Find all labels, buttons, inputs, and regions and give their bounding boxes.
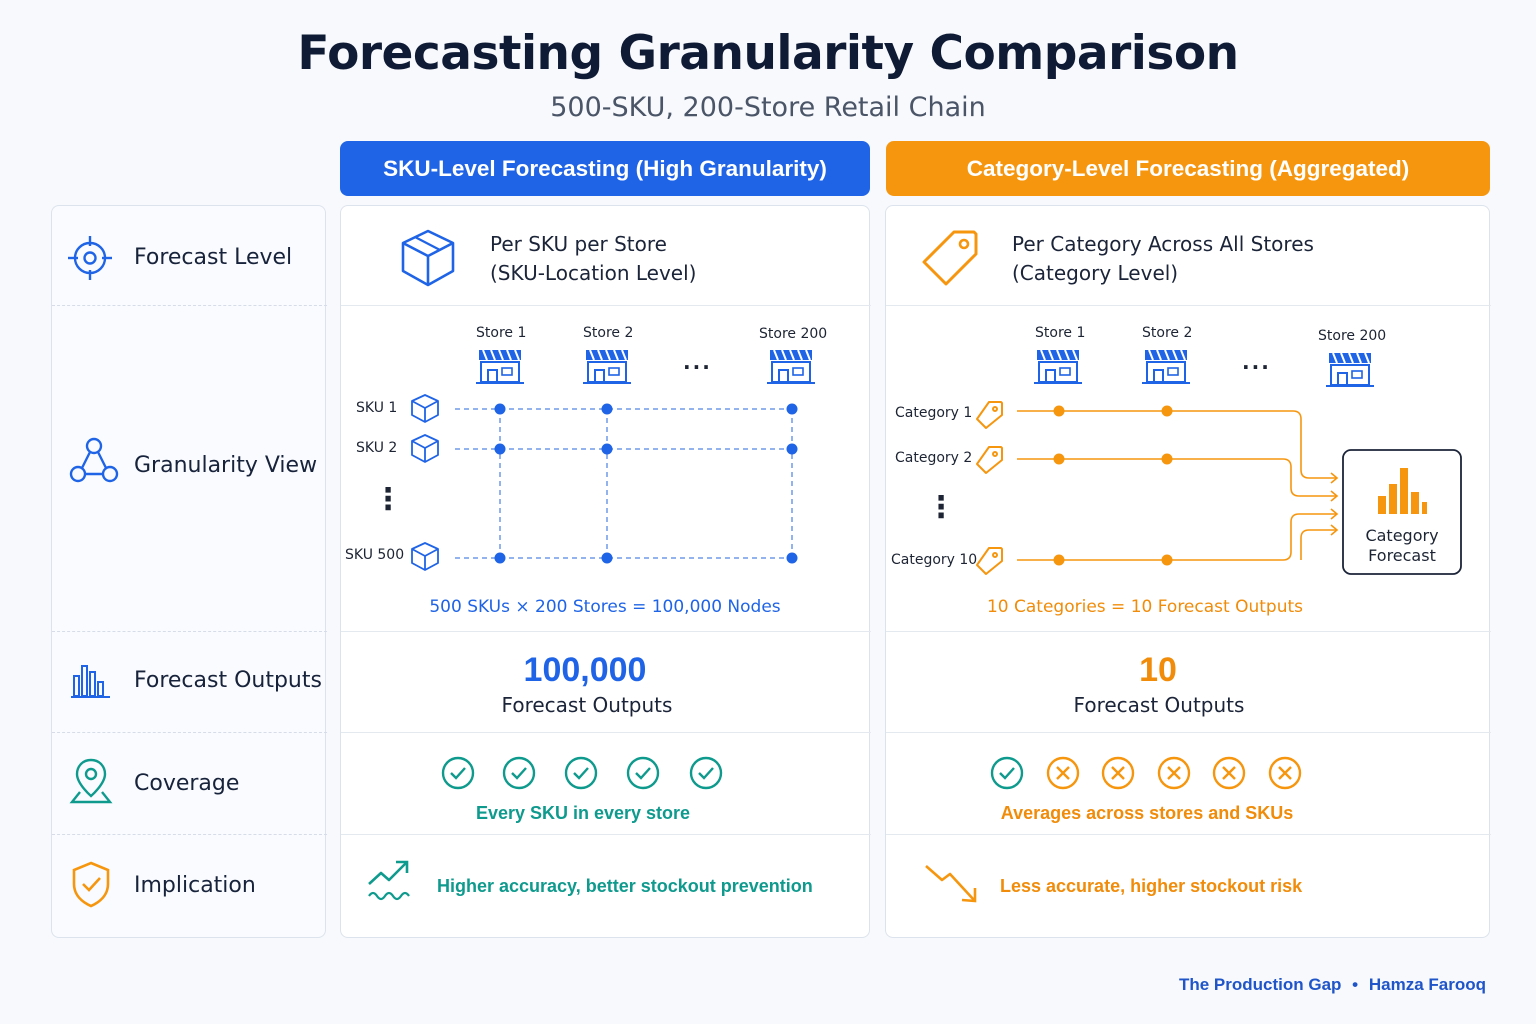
check-circle-icon xyxy=(990,756,1024,790)
sku-forecast-level-line1: Per SKU per Store xyxy=(490,232,667,256)
category-column-header: Category-Level Forecasting (Aggregated) xyxy=(886,141,1490,196)
category-forecast-box-line1: Category xyxy=(1365,526,1439,545)
sku-level-panel xyxy=(340,205,871,938)
footer-separator: • xyxy=(1352,975,1359,994)
category-row-label-2: Category 2 xyxy=(895,450,973,466)
sku-cube-icon xyxy=(411,394,439,571)
store-icon xyxy=(583,349,631,384)
category-forecast-box-line2: Forecast xyxy=(1368,546,1436,565)
cross-circle-icon xyxy=(1212,756,1246,790)
category-granularity-flow xyxy=(976,349,1462,575)
cross-circle-icon xyxy=(1157,756,1191,790)
page-title: Forecasting Granularity Comparison xyxy=(297,26,1239,81)
bar-chart-icon xyxy=(71,665,110,698)
category-store-label-2: Store 2 xyxy=(1142,325,1193,341)
trend-up-icon xyxy=(368,860,410,901)
sku-coverage-marks xyxy=(441,756,723,790)
store-icon xyxy=(1142,349,1190,384)
sku-row-label-1: SKU 1 xyxy=(356,400,398,416)
sku-granularity-grid xyxy=(411,349,815,571)
row-label-granularity-view: Granularity View xyxy=(134,453,318,478)
sku-outputs-number: 100,000 xyxy=(523,651,647,689)
sku-row-label-2: SKU 2 xyxy=(356,440,398,456)
cross-circle-icon xyxy=(1046,756,1080,790)
sku-implication-text: Higher accuracy, better stockout prevent… xyxy=(437,876,813,896)
trend-down-icon xyxy=(925,865,977,903)
sku-outputs-label: Forecast Outputs xyxy=(501,693,673,717)
tag-icon xyxy=(922,230,978,286)
target-icon xyxy=(68,236,112,280)
sku-row-label-500: SKU 500 xyxy=(345,547,405,563)
store-icon xyxy=(1326,352,1374,387)
row-labels-panel xyxy=(51,205,327,938)
map-pin-icon xyxy=(69,758,113,804)
category-implication-text: Less accurate, higher stockout risk xyxy=(1000,876,1303,896)
sku-forecast-level-line2: (SKU-Location Level) xyxy=(490,261,697,285)
store-icon xyxy=(1034,349,1082,384)
cross-circle-icon xyxy=(1101,756,1135,790)
category-outputs-number: 10 xyxy=(1139,651,1177,689)
category-granularity-caption: 10 Categories = 10 Forecast Outputs xyxy=(986,597,1303,617)
sku-coverage-text: Every SKU in every store xyxy=(475,803,691,823)
sku-granularity-caption: 500 SKUs × 200 Stores = 100,000 Nodes xyxy=(429,597,781,617)
category-store-label-200: Store 200 xyxy=(1318,328,1387,344)
store-icon xyxy=(476,349,524,384)
shield-check-icon xyxy=(72,861,110,908)
check-circle-icon xyxy=(689,756,723,790)
category-forecast-level-line2: (Category Level) xyxy=(1012,261,1179,285)
category-outputs-label: Forecast Outputs xyxy=(1073,693,1245,717)
category-forecast-level-line1: Per Category Across All Stores xyxy=(1012,232,1314,256)
category-coverage-text: Averages across stores and SKUs xyxy=(1000,803,1294,823)
sku-store-ellipsis: ... xyxy=(683,350,712,374)
footer-credit: The Production Gap • Hamza Farooq xyxy=(1179,975,1486,995)
sku-store-label-200: Store 200 xyxy=(759,326,828,342)
category-store-label-1: Store 1 xyxy=(1035,325,1086,341)
check-circle-icon xyxy=(441,756,475,790)
sku-column-header: SKU-Level Forecasting (High Granularity) xyxy=(340,141,870,196)
category-store-ellipsis: ... xyxy=(1242,350,1271,374)
footer-author: Hamza Farooq xyxy=(1368,975,1486,994)
category-coverage-marks xyxy=(990,756,1302,790)
sku-store-label-1: Store 1 xyxy=(476,325,527,341)
row-label-forecast-outputs: Forecast Outputs xyxy=(134,668,322,693)
category-row-label-1: Category 1 xyxy=(895,405,973,421)
category-row-vertical-ellipsis: ⋮ xyxy=(926,490,956,525)
sku-store-label-2: Store 2 xyxy=(583,325,634,341)
row-label-forecast-level: Forecast Level xyxy=(134,245,293,270)
cross-circle-icon xyxy=(1268,756,1302,790)
check-circle-icon xyxy=(564,756,598,790)
check-circle-icon xyxy=(626,756,660,790)
sku-row-vertical-ellipsis: ⋮ xyxy=(373,482,403,517)
row-label-coverage: Coverage xyxy=(134,771,240,796)
store-icon xyxy=(767,349,815,384)
network-icon xyxy=(69,437,119,483)
category-tag-icon xyxy=(976,401,1003,575)
page-subtitle: 500-SKU, 200-Store Retail Chain xyxy=(550,92,986,123)
cube-icon xyxy=(401,229,455,287)
row-label-implication: Implication xyxy=(134,873,256,898)
footer-source: The Production Gap xyxy=(1178,975,1342,994)
check-circle-icon xyxy=(502,756,536,790)
category-forecast-chart-icon xyxy=(1378,468,1427,514)
category-row-label-10: Category 10 xyxy=(891,552,978,568)
